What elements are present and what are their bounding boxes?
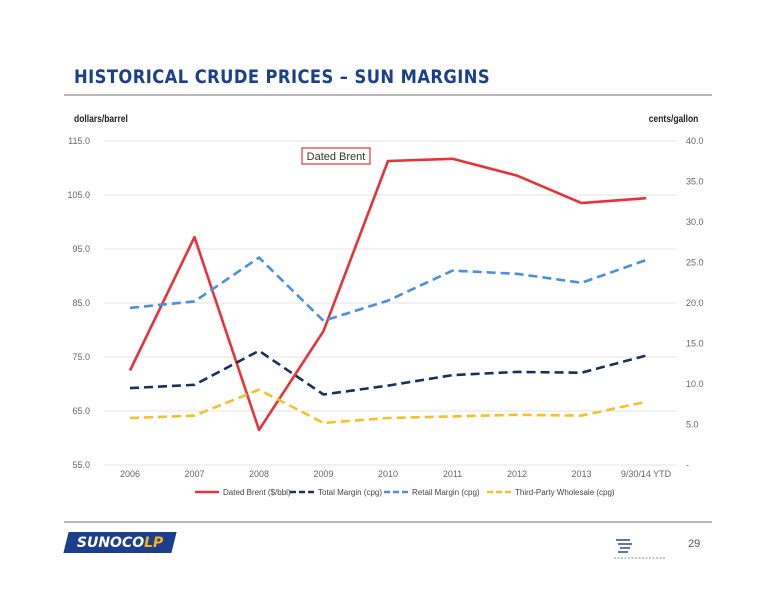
x-axis-tick-label: 2008 — [249, 469, 269, 479]
footer-divider — [64, 521, 712, 523]
x-axis-tick-label: 2011 — [443, 469, 462, 479]
title-divider — [64, 94, 712, 96]
legend-label-third-party: Third-Party Wholesale (cpg) — [515, 488, 615, 497]
x-axis-tick-label: 2010 — [378, 469, 398, 479]
right-axis-tick-label: 40.0 — [686, 136, 704, 146]
right-axis-unit-label: cents/gallon — [648, 114, 698, 125]
series-line-third-party — [129, 388, 647, 425]
left-axis-tick-label: 75.0 — [72, 352, 90, 362]
legend-label-retail-margin: Retail Margin (cpg) — [412, 488, 480, 497]
series-line-total-margin — [129, 349, 647, 396]
sunoco-lp-logo: SUNOCOLP — [63, 532, 177, 553]
left-axis-tick-label: 55.0 — [72, 460, 90, 470]
right-axis-tick-label: 20.0 — [686, 298, 704, 308]
x-axis-tick-label: 2006 — [120, 469, 140, 479]
right-axis-tick-label: 30.0 — [686, 217, 704, 227]
left-axis-unit-label: dollars/barrel — [74, 114, 128, 125]
partner-logo — [614, 539, 666, 559]
annotation-box — [301, 147, 371, 165]
series-line-retail-margin — [129, 256, 647, 323]
right-axis-tick-label: 15.0 — [686, 339, 704, 349]
annotation-label: Dated Brent — [307, 151, 366, 163]
x-axis-tick-label: 2007 — [184, 469, 204, 479]
legend-label-total-margin: Total Margin (cpg) — [318, 488, 382, 497]
right-axis-tick-label: 25.0 — [686, 258, 704, 268]
logo-brand-text: SUNOCO — [76, 534, 145, 551]
x-axis-tick-label: 2012 — [507, 469, 527, 479]
logo-suffix-text: LP — [144, 534, 164, 551]
x-axis-tick-label: 2009 — [313, 469, 333, 479]
right-axis-tick-label: 10.0 — [686, 379, 704, 389]
right-axis-tick-label: 35.0 — [686, 177, 704, 187]
left-axis-tick-label: 85.0 — [72, 298, 90, 308]
left-axis-tick-label: 105.0 — [67, 190, 90, 200]
legend-label-dated-brent: Dated Brent ($/bbl) — [223, 488, 291, 497]
series-line-dated-brent — [128, 157, 647, 432]
page-number: 29 — [688, 538, 701, 550]
page-title: HISTORICAL CRUDE PRICES – SUN MARGINS — [74, 66, 491, 88]
x-axis-tick-label: 9/30/14 YTD — [621, 469, 672, 479]
left-axis-tick-label: 95.0 — [72, 244, 90, 254]
left-axis-tick-label: 65.0 — [72, 406, 90, 416]
right-axis-tick-label: - — [686, 460, 689, 470]
right-axis-tick-label: 5.0 — [686, 420, 699, 430]
left-axis-tick-label: 115.0 — [68, 136, 90, 146]
x-axis-tick-label: 2013 — [571, 469, 591, 479]
